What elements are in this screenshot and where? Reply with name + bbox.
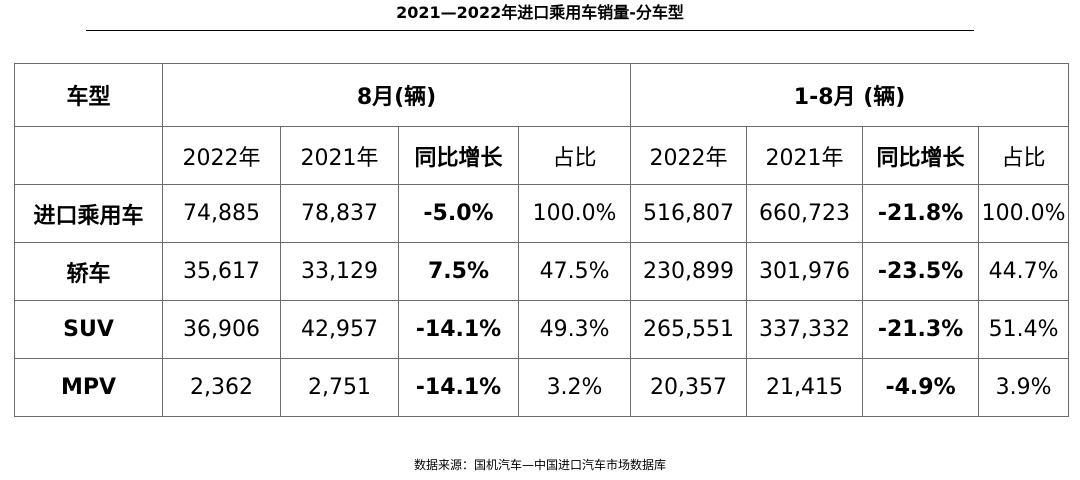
header-vehicle-type: 车型 bbox=[14, 63, 163, 127]
header-row-columns: 2022年 2021年 同比增长 占比 2022年 2021年 同比增长 占比 bbox=[14, 126, 1070, 185]
cell-ytd-share: 100.0% bbox=[978, 184, 1070, 243]
cell-ytd-share: 3.9% bbox=[978, 358, 1070, 417]
cell-aug-share: 3.2% bbox=[517, 358, 632, 417]
table-row: 轿车 35,617 33,129 7.5% 47.5% 230,899 301,… bbox=[14, 242, 1070, 301]
header-ytd-yoy: 同比增长 bbox=[862, 126, 980, 185]
header-ytd-2022: 2022年 bbox=[630, 126, 748, 185]
cell-aug-share: 49.3% bbox=[517, 300, 632, 359]
header-ytd-2021: 2021年 bbox=[746, 126, 864, 185]
table-row: 进口乘用车 74,885 78,837 -5.0% 100.0% 516,807… bbox=[14, 184, 1070, 243]
cell-ytd-2022: 20,357 bbox=[630, 358, 748, 417]
cell-ytd-2021: 660,723 bbox=[746, 184, 864, 243]
cell-ytd-2022: 230,899 bbox=[630, 242, 748, 301]
cell-aug-2022: 36,906 bbox=[162, 300, 281, 359]
row-label: SUV bbox=[14, 300, 163, 359]
cell-ytd-2021: 301,976 bbox=[746, 242, 864, 301]
cell-ytd-yoy: -4.9% bbox=[862, 358, 980, 417]
cell-aug-2021: 42,957 bbox=[280, 300, 399, 359]
cell-ytd-2022: 265,551 bbox=[630, 300, 748, 359]
title-underline bbox=[86, 30, 974, 31]
cell-aug-share: 100.0% bbox=[517, 184, 632, 243]
cell-ytd-yoy: -23.5% bbox=[862, 242, 980, 301]
header-aug-2022: 2022年 bbox=[162, 126, 281, 185]
header-group-august: 8月(辆) bbox=[161, 63, 632, 127]
table-row: SUV 36,906 42,957 -14.1% 49.3% 265,551 3… bbox=[14, 300, 1070, 359]
cell-ytd-share: 44.7% bbox=[978, 242, 1070, 301]
cell-aug-2022: 74,885 bbox=[162, 184, 281, 243]
cell-aug-2022: 2,362 bbox=[162, 358, 281, 417]
cell-aug-yoy: -14.1% bbox=[398, 358, 519, 417]
cell-ytd-2021: 337,332 bbox=[746, 300, 864, 359]
sales-table: 车型 8月(辆) 1-8月 (辆) 2022年 2021年 同比增长 占比 20… bbox=[14, 63, 1070, 417]
table-row: MPV 2,362 2,751 -14.1% 3.2% 20,357 21,41… bbox=[14, 358, 1070, 417]
cell-ytd-yoy: -21.3% bbox=[862, 300, 980, 359]
header-aug-share: 占比 bbox=[517, 126, 632, 185]
cell-aug-yoy: 7.5% bbox=[398, 242, 519, 301]
cell-aug-yoy: -5.0% bbox=[398, 184, 519, 243]
cell-aug-2021: 2,751 bbox=[280, 358, 399, 417]
cell-ytd-2022: 516,807 bbox=[630, 184, 748, 243]
header-row-groups: 车型 8月(辆) 1-8月 (辆) bbox=[14, 63, 1070, 127]
cell-ytd-2021: 21,415 bbox=[746, 358, 864, 417]
header-aug-yoy: 同比增长 bbox=[398, 126, 519, 185]
header-aug-2021: 2021年 bbox=[280, 126, 399, 185]
header-ytd-share: 占比 bbox=[978, 126, 1070, 185]
header-group-jan-aug: 1-8月 (辆) bbox=[630, 63, 1070, 127]
cell-aug-2021: 78,837 bbox=[280, 184, 399, 243]
cell-aug-2022: 35,617 bbox=[162, 242, 281, 301]
header-empty-cell bbox=[14, 126, 163, 185]
cell-aug-share: 47.5% bbox=[517, 242, 632, 301]
chart-title: 2021—2022年进口乘用车销量-分车型 bbox=[396, 3, 684, 22]
cell-ytd-yoy: -21.8% bbox=[862, 184, 980, 243]
cell-aug-2021: 33,129 bbox=[280, 242, 399, 301]
row-label: MPV bbox=[14, 358, 163, 417]
row-label: 进口乘用车 bbox=[14, 184, 163, 243]
row-label: 轿车 bbox=[14, 242, 163, 301]
data-source-note: 数据来源：国机汽车—中国进口汽车市场数据库 bbox=[413, 458, 666, 472]
cell-aug-yoy: -14.1% bbox=[398, 300, 519, 359]
cell-ytd-share: 51.4% bbox=[978, 300, 1070, 359]
